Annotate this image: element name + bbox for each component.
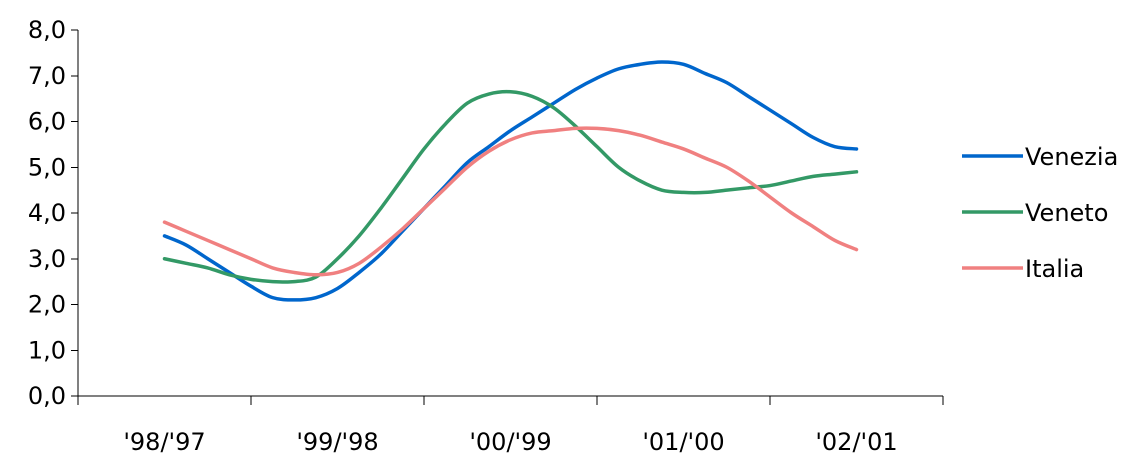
y-axis-tick-label: 2,0 — [28, 291, 66, 319]
y-axis-ticks — [71, 29, 78, 397]
legend-label-venezia: Venezia — [1025, 143, 1118, 171]
legend: Venezia Veneto Italia — [962, 143, 1118, 283]
y-axis-tick-label: 6,0 — [28, 108, 66, 136]
y-axis-tick-label: 5,0 — [28, 153, 66, 181]
axes — [71, 29, 944, 405]
y-axis-tick-label: 3,0 — [28, 245, 66, 273]
x-axis-tick-label: '02/'01 — [815, 428, 897, 455]
series-line-venezia — [162, 60, 859, 302]
series-line-italia — [162, 126, 859, 277]
x-axis-tick-label: '01/'00 — [642, 428, 724, 455]
x-axis-tick-label: '00/'99 — [469, 428, 551, 455]
legend-item-venezia: Venezia — [962, 143, 1118, 171]
x-axis-tick-label: '98/'97 — [123, 428, 205, 455]
x-axis-ticks — [77, 396, 944, 405]
x-axis-tick-label: '99/'98 — [296, 428, 378, 455]
y-axis-tick-labels: 0,0 1,0 2,0 3,0 4,0 5,0 6,0 7,0 8,0 — [28, 16, 66, 410]
y-axis-tick-label: 4,0 — [28, 199, 66, 227]
legend-item-italia: Italia — [962, 255, 1084, 283]
y-axis-tick-label: 8,0 — [28, 16, 66, 44]
legend-label-veneto: Veneto — [1025, 199, 1108, 227]
legend-label-italia: Italia — [1025, 255, 1084, 283]
series-line-veneto — [162, 89, 859, 284]
y-axis-tick-label: 0,0 — [28, 382, 66, 410]
x-axis-tick-labels: '98/'97 '99/'98 '00/'99 '01/'00 '02/'01 — [123, 428, 897, 455]
legend-item-veneto: Veneto — [962, 199, 1108, 227]
y-axis-tick-label: 7,0 — [28, 62, 66, 90]
series-lines — [162, 60, 859, 302]
y-axis-tick-label: 1,0 — [28, 336, 66, 364]
